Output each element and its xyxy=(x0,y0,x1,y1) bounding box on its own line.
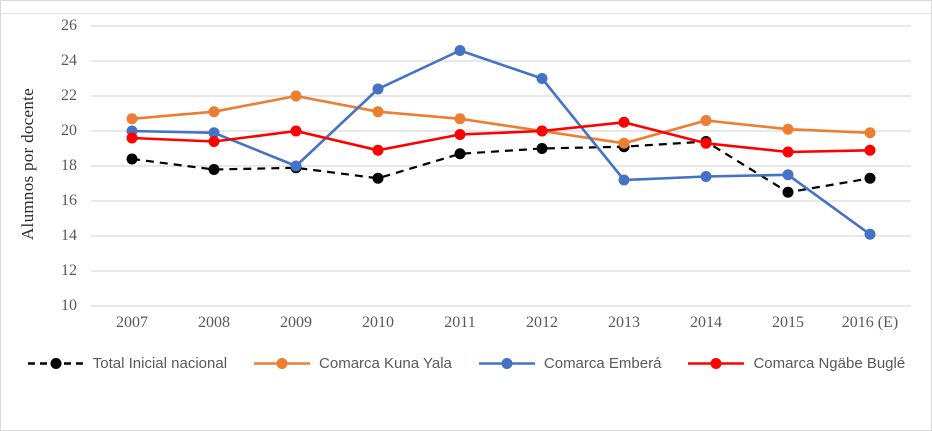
legend-item-comarca-kuna-yala: Comarca Kuna Yala xyxy=(253,355,452,372)
legend-item-comarca-ngabe-bugle: Comarca Ngäbe Buglé xyxy=(687,355,905,372)
data-point-comarca-ng-be-bugl--2009 xyxy=(290,125,302,137)
data-point-comarca-ng-be-bugl--2010 xyxy=(372,144,384,156)
data-point-comarca-ng-be-bugl--2016 (E) xyxy=(864,144,876,156)
data-point-comarca-kuna-yala-2009 xyxy=(290,90,302,102)
x-tick-label: 2008 xyxy=(198,314,230,331)
x-tick-label: 2009 xyxy=(280,314,312,331)
data-point-comarca-ember--2012 xyxy=(536,73,548,84)
x-tick-label: 2013 xyxy=(608,314,640,331)
data-point-comarca-ember--2011 xyxy=(454,45,466,56)
y-tick-label: 26 xyxy=(61,17,77,34)
data-point-total-inicial-nacional-2010 xyxy=(372,172,384,184)
data-point-total-inicial-nacional-2015 xyxy=(782,186,794,198)
data-point-comarca-ng-be-bugl--2015 xyxy=(782,146,794,158)
series-line-comarca-kuna-yala xyxy=(131,94,871,145)
legend-sample-dashed-line-icon xyxy=(27,358,84,369)
legend-label: Comarca Emberá xyxy=(543,355,662,372)
data-point-comarca-kuna-yala-2011 xyxy=(454,113,466,125)
data-point-total-inicial-nacional-2008 xyxy=(208,164,220,175)
data-point-comarca-kuna-yala-2007 xyxy=(126,113,138,125)
data-point-total-inicial-nacional-2011 xyxy=(454,148,466,160)
data-point-comarca-ember--2010 xyxy=(372,83,384,95)
x-tick-label: 2012 xyxy=(526,314,558,331)
legend-sample-line-icon xyxy=(478,358,535,369)
data-point-comarca-ember--2009 xyxy=(290,160,302,172)
legend-item-total-inicial-nacional: Total Inicial nacional xyxy=(27,355,227,372)
x-tick-label: 2010 xyxy=(362,314,394,331)
data-point-comarca-ng-be-bugl--2012 xyxy=(536,125,548,137)
data-point-comarca-kuna-yala-2010 xyxy=(372,106,384,118)
y-tick-label: 12 xyxy=(61,262,77,279)
data-point-comarca-ember--2016 (E) xyxy=(864,228,876,240)
data-point-comarca-kuna-yala-2008 xyxy=(208,106,220,118)
series-line-comarca-ember- xyxy=(131,49,871,236)
legend-label: Comarca Ngäbe Buglé xyxy=(753,355,906,372)
data-point-comarca-ng-be-bugl--2013 xyxy=(618,116,630,128)
series-line-comarca-ng-be-bugl- xyxy=(131,121,871,154)
y-tick-label: 22 xyxy=(61,87,77,104)
y-tick-label: 10 xyxy=(61,297,77,314)
legend-sample-line-icon xyxy=(254,358,311,369)
data-point-comarca-kuna-yala-2015 xyxy=(782,123,794,135)
x-tick-label: 2011 xyxy=(444,314,476,331)
legend-label: Comarca Kuna Yala xyxy=(319,355,452,372)
chart-legend: Total Inicial nacional Comarca Kuna Yala… xyxy=(1,355,931,372)
y-tick-label: 20 xyxy=(61,122,77,139)
data-point-total-inicial-nacional-2012 xyxy=(536,143,548,154)
data-point-comarca-ember--2013 xyxy=(618,174,630,186)
data-point-comarca-ember--2014 xyxy=(700,171,712,182)
legend-label: Total Inicial nacional xyxy=(92,355,228,372)
data-point-comarca-ng-be-bugl--2011 xyxy=(454,129,466,140)
data-point-comarca-kuna-yala-2014 xyxy=(700,115,712,126)
legend-item-comarca-embera: Comarca Emberá xyxy=(478,355,662,372)
data-point-comarca-ember--2015 xyxy=(782,169,794,181)
y-tick-label: 18 xyxy=(61,157,77,174)
data-point-total-inicial-nacional-2007 xyxy=(126,153,138,165)
data-point-comarca-ng-be-bugl--2008 xyxy=(208,136,220,147)
x-tick-label: 2016 (E) xyxy=(841,314,899,331)
x-tick-label: 2007 xyxy=(116,314,148,331)
y-tick-label: 14 xyxy=(61,227,77,244)
x-tick-label: 2014 xyxy=(690,314,722,331)
data-point-comarca-ng-be-bugl--2007 xyxy=(126,132,138,144)
data-point-total-inicial-nacional-2016 (E) xyxy=(864,172,876,184)
y-tick-label: 24 xyxy=(61,52,77,69)
data-point-comarca-kuna-yala-2013 xyxy=(618,137,630,149)
y-tick-label: 16 xyxy=(61,192,77,209)
legend-sample-line-icon xyxy=(688,358,745,369)
data-point-comarca-ember--2008 xyxy=(208,127,220,139)
x-tick-label: 2015 xyxy=(772,314,804,331)
data-point-comarca-kuna-yala-2016 (E) xyxy=(864,127,876,139)
data-point-comarca-ng-be-bugl--2014 xyxy=(700,137,712,149)
plot-area xyxy=(91,25,911,307)
chart-frame-top-border xyxy=(1,13,931,14)
